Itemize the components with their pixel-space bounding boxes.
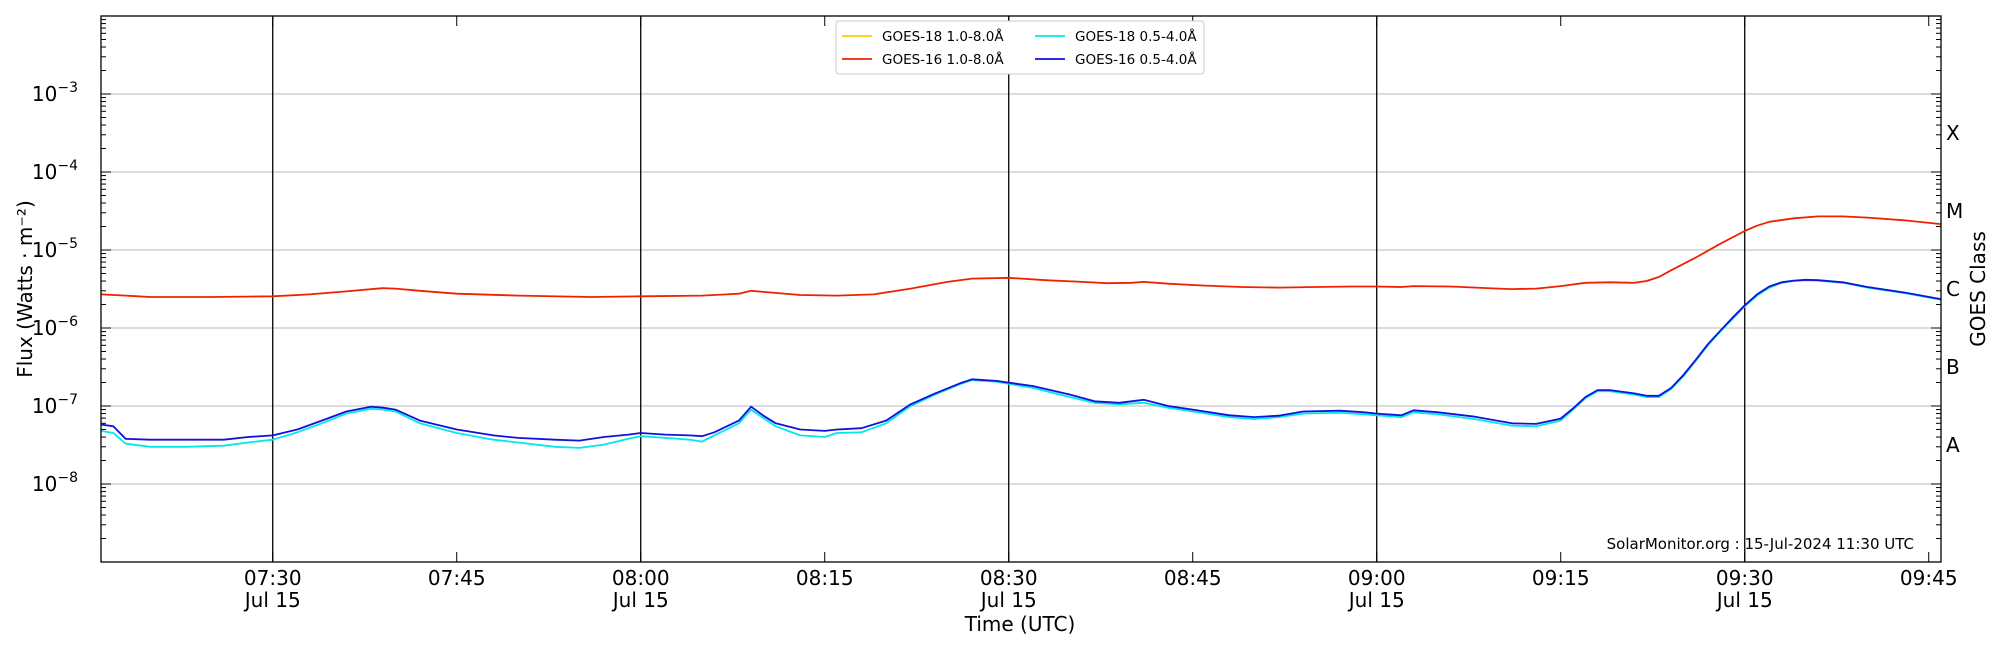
- legend: GOES-18 1.0-8.0Å GOES-16 1.0-8.0Å GOES-18 …: [835, 20, 1205, 75]
- legend-entry: GOES-18 0.5-4.0Å: [1075, 28, 1197, 45]
- x-tick-label: 08:45: [1164, 566, 1222, 590]
- legend-entry: GOES-16 0.5-4.0Å: [1075, 51, 1197, 68]
- x-tick-label: 09:00: [1348, 566, 1406, 590]
- x-tick-label: 09:15: [1532, 566, 1590, 590]
- x-tick-label: 08:15: [796, 566, 854, 590]
- x-tick-label: 08:30: [980, 566, 1038, 590]
- series-line: [100, 278, 1942, 442]
- vertical-lines: [272, 16, 1746, 562]
- goes-class-label: C: [1946, 277, 1960, 301]
- x-tick-date-label: Jul 15: [611, 588, 669, 612]
- legend-entry: GOES-18 1.0-8.0Å: [882, 28, 1004, 45]
- y-tick-label: 10−4: [32, 158, 78, 184]
- series-layer: [100, 215, 1942, 449]
- goes-class-label: A: [1946, 433, 1960, 457]
- goes-class-label: B: [1946, 355, 1960, 379]
- series-line: [100, 215, 1942, 298]
- y-axis-label: Flux (Watts · m⁻²): [13, 200, 37, 378]
- x-tick-date-label: Jul 15: [979, 588, 1037, 612]
- grid-layer: [101, 93, 1941, 485]
- y-tick-label: 10−8: [32, 470, 78, 496]
- series-line: [100, 279, 1942, 449]
- x-axis-label: Time (UTC): [964, 612, 1076, 636]
- legend-box: [835, 20, 1205, 75]
- tick-layer: [101, 15, 1941, 563]
- x-tick-label: 09:30: [1716, 566, 1774, 590]
- watermark-text: SolarMonitor.org : 15-Jul-2024 11:30 UTC: [1607, 535, 1914, 553]
- x-tick-date-label: Jul 15: [1347, 588, 1405, 612]
- x-tick-label: 09:45: [1900, 566, 1958, 590]
- plot-frame: [100, 15, 1942, 563]
- goes-class-label: M: [1946, 199, 1963, 223]
- x-tick-label: 07:45: [428, 566, 486, 590]
- goes-class-label: X: [1946, 121, 1960, 145]
- x-tick-label: 07:30: [244, 566, 302, 590]
- y-tick-label: 10−6: [32, 314, 78, 340]
- x-tick-label: 08:00: [612, 566, 670, 590]
- y-tick-label: 10−7: [32, 392, 78, 418]
- y-tick-label: 10−3: [32, 80, 78, 106]
- x-tick-date-label: Jul 15: [243, 588, 301, 612]
- y-axis-right-label: GOES Class: [1966, 231, 1990, 347]
- y-tick-label: 10−5: [32, 236, 78, 262]
- legend-entry: GOES-16 1.0-8.0Å: [882, 51, 1004, 68]
- x-tick-date-label: Jul 15: [1715, 588, 1773, 612]
